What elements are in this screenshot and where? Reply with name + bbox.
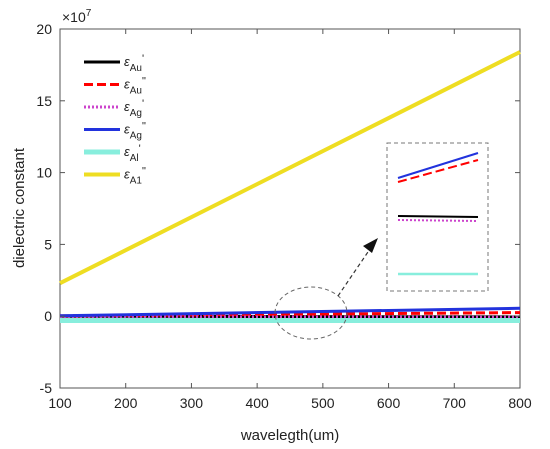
- y-tick-label: 15: [36, 93, 52, 109]
- y-tick-label: 0: [44, 308, 52, 324]
- x-tick-label: 500: [311, 395, 335, 411]
- y-tick-label: -5: [40, 380, 53, 396]
- legend: εAu'εAu"εAg'εAg"εAl' εA1": [84, 53, 146, 187]
- x-tick-label: 600: [377, 395, 401, 411]
- y-tick-label: 10: [36, 165, 52, 181]
- x-tick-label: 800: [508, 395, 532, 411]
- x-tick-label: 400: [245, 395, 269, 411]
- x-ticks: 100 200 300 400 500 600 700 800: [48, 29, 532, 411]
- series-layer: [59, 50, 521, 323]
- legend-label-5: εAl': [124, 143, 141, 164]
- legend-label-1: εAu': [124, 53, 144, 74]
- legend-label-3: εAg': [124, 98, 144, 119]
- legend-label-4: εAg": [124, 121, 146, 142]
- y-exponent-label: ×107: [62, 8, 92, 25]
- x-axis-label: wavelegth(um): [240, 427, 339, 444]
- zoom-arrow-line: [337, 248, 371, 297]
- x-tick-label: 700: [443, 395, 467, 411]
- y-axis-label: dielectric constant: [11, 147, 28, 268]
- y-tick-label: 5: [44, 236, 52, 252]
- series-line-4: [59, 306, 521, 318]
- legend-label-2: εAu": [124, 76, 146, 97]
- x-tick-label: 300: [180, 395, 204, 411]
- y-tick-label: 20: [36, 21, 52, 37]
- inset-line-4: [397, 152, 479, 179]
- inset-line-2: [397, 159, 479, 183]
- y-ticks: -5 0 5 10 15 20: [36, 21, 520, 396]
- x-tick-label: 200: [114, 395, 138, 411]
- inset-lines: [397, 152, 479, 276]
- series-line-3: [59, 315, 521, 319]
- inset-line-3: [397, 219, 479, 222]
- highlight-ellipse: [274, 286, 348, 340]
- series-line-6: [59, 50, 521, 285]
- x-tick-label: 100: [48, 395, 72, 411]
- zoom-arrow-head: [363, 238, 378, 253]
- inset-line-1: [397, 215, 479, 218]
- y-exponent-power: 7: [86, 8, 92, 19]
- series-line-2: [59, 311, 521, 318]
- legend-label-6: εA1": [124, 166, 146, 187]
